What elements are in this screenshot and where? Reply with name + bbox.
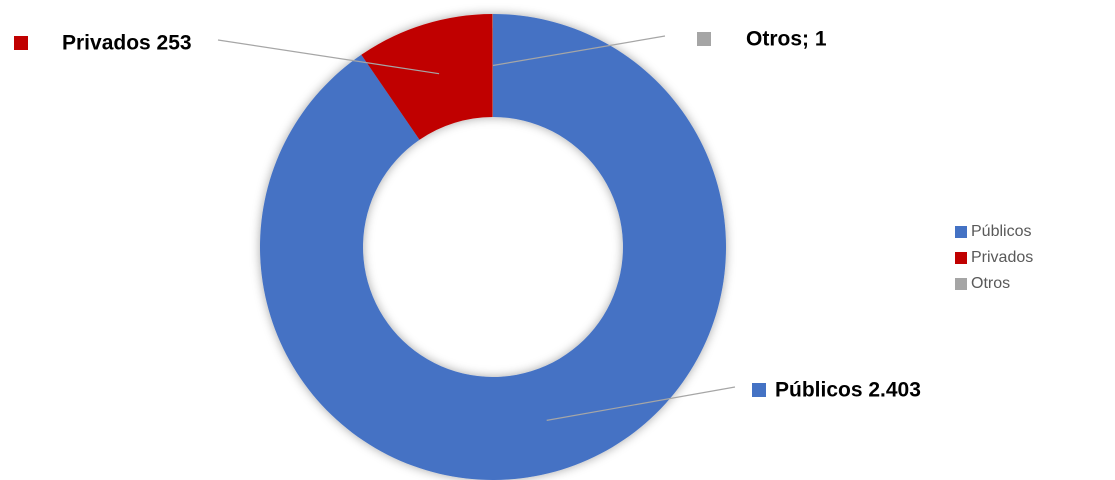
data-label: Privados 253 [62, 32, 192, 55]
legend-label: Públicos [971, 223, 1031, 240]
legend-swatch [955, 278, 967, 290]
donut-segment [361, 14, 493, 140]
data-label-marker [752, 383, 766, 397]
legend-swatch [955, 252, 967, 264]
data-label: Otros; 1 [746, 28, 827, 51]
data-label: Públicos 2.403 [775, 379, 921, 402]
leader-line [217, 39, 440, 75]
leader-line [492, 35, 666, 67]
donut-segment [492, 14, 493, 118]
donut [260, 14, 726, 480]
donut-segment [260, 14, 726, 480]
data-label-marker [697, 32, 711, 46]
legend-label: Privados [971, 249, 1033, 266]
legend-swatch [955, 226, 967, 238]
data-label-marker [14, 36, 28, 50]
legend-label: Otros [971, 275, 1010, 292]
leader-line [546, 386, 736, 421]
